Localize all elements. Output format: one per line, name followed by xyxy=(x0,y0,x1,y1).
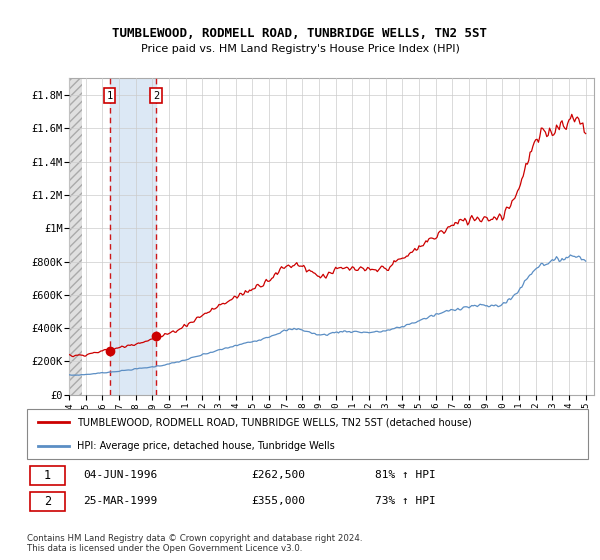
Text: £355,000: £355,000 xyxy=(251,496,305,506)
FancyBboxPatch shape xyxy=(30,466,65,485)
Text: Price paid vs. HM Land Registry's House Price Index (HPI): Price paid vs. HM Land Registry's House … xyxy=(140,44,460,54)
Text: TUMBLEWOOD, RODMELL ROAD, TUNBRIDGE WELLS, TN2 5ST: TUMBLEWOOD, RODMELL ROAD, TUNBRIDGE WELL… xyxy=(113,27,487,40)
Text: Contains HM Land Registry data © Crown copyright and database right 2024.
This d: Contains HM Land Registry data © Crown c… xyxy=(27,534,362,553)
Text: 25-MAR-1999: 25-MAR-1999 xyxy=(83,496,157,506)
Text: 1: 1 xyxy=(44,469,51,482)
Text: 81% ↑ HPI: 81% ↑ HPI xyxy=(375,470,436,480)
Text: 73% ↑ HPI: 73% ↑ HPI xyxy=(375,496,436,506)
Text: HPI: Average price, detached house, Tunbridge Wells: HPI: Average price, detached house, Tunb… xyxy=(77,441,335,451)
Text: £262,500: £262,500 xyxy=(251,470,305,480)
Text: 2: 2 xyxy=(153,91,159,101)
Text: TUMBLEWOOD, RODMELL ROAD, TUNBRIDGE WELLS, TN2 5ST (detached house): TUMBLEWOOD, RODMELL ROAD, TUNBRIDGE WELL… xyxy=(77,417,472,427)
Text: 04-JUN-1996: 04-JUN-1996 xyxy=(83,470,157,480)
FancyBboxPatch shape xyxy=(30,492,65,511)
Bar xyxy=(69,78,82,395)
Bar xyxy=(110,78,156,395)
Text: 1: 1 xyxy=(106,91,113,101)
Text: 2: 2 xyxy=(44,495,51,508)
FancyBboxPatch shape xyxy=(27,409,588,459)
Bar xyxy=(69,78,82,395)
